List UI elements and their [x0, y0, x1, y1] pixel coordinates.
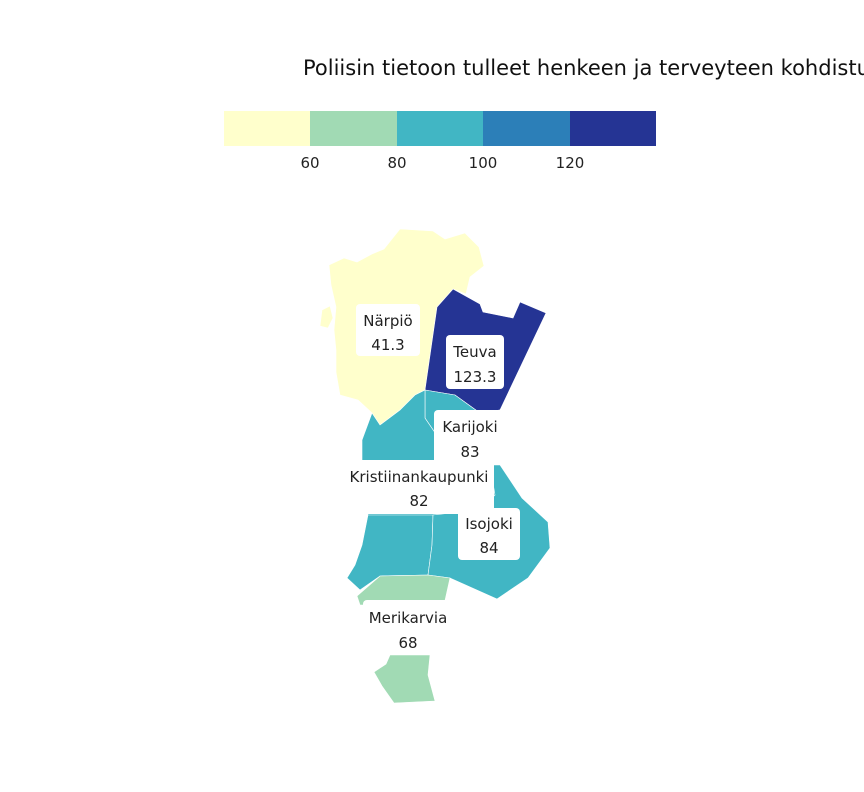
region-name: Isojoki: [465, 515, 513, 533]
color-legend: 60 80 100 120: [224, 111, 657, 191]
region-name: Närpiö: [363, 312, 412, 330]
region-value: 123.3: [454, 368, 497, 386]
legend-bar: [224, 111, 657, 146]
region-value: 82: [409, 492, 428, 510]
region-name: Kristiinankaupunki: [350, 468, 489, 486]
region-value: 41.3: [371, 336, 404, 354]
region-shape-south[interactable]: [373, 654, 436, 704]
region-label-merikarvia: Merikarvia 68: [363, 600, 453, 655]
label-box: [344, 460, 494, 514]
region-name: Karijoki: [442, 418, 497, 436]
label-box: [434, 410, 506, 464]
label-box: [458, 508, 520, 560]
legend-tick: 60: [300, 154, 320, 172]
region-value: 84: [479, 539, 498, 557]
legend-swatch-1: [224, 111, 311, 146]
map-title: Poliisin tietoon tulleet henkeen ja terv…: [303, 56, 864, 80]
region-value: 68: [398, 634, 417, 652]
legend-swatch-3: [396, 111, 484, 146]
legend-tick: 80: [387, 154, 407, 172]
region-value: 83: [460, 443, 479, 461]
label-box: [446, 335, 504, 389]
legend-tick: 100: [468, 154, 498, 172]
region-label-isojoki: Isojoki 84: [458, 508, 520, 560]
label-box: [356, 304, 420, 356]
region-label-karijoki: Karijoki 83: [434, 410, 506, 464]
region-label-teuva: Teuva 123.3: [446, 335, 504, 389]
legend-swatch-4: [483, 111, 570, 146]
region-name: Teuva: [452, 343, 496, 361]
legend-swatch-2: [310, 111, 397, 146]
legend-tick: 120: [555, 154, 585, 172]
label-box: [363, 600, 453, 655]
region-shape-island[interactable]: [319, 305, 334, 329]
legend-swatch-5: [569, 111, 657, 146]
region-merikarvia[interactable]: [356, 574, 451, 704]
region-label-kristiinankaupunki: Kristiinankaupunki 82: [344, 460, 494, 514]
region-label-narpio: Närpiö 41.3: [356, 304, 420, 356]
region-name: Merikarvia: [369, 609, 448, 627]
